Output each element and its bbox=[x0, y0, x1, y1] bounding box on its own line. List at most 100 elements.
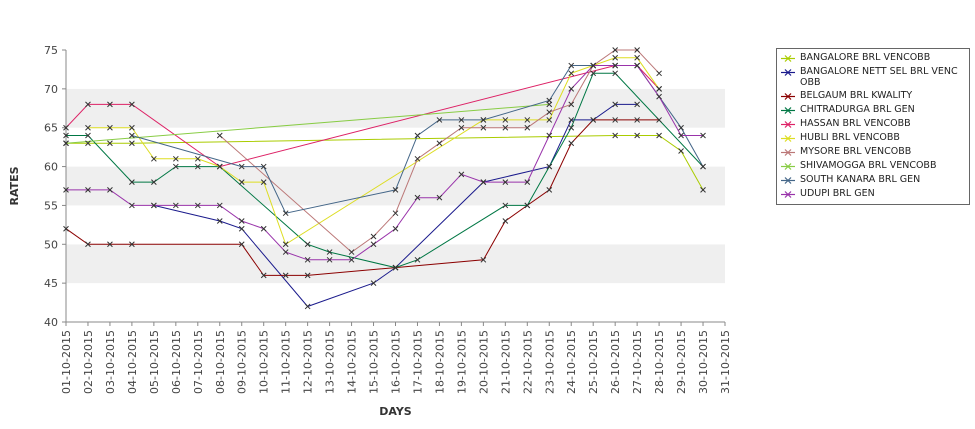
data-point bbox=[304, 256, 311, 263]
data-point bbox=[85, 124, 91, 131]
data-point bbox=[568, 70, 575, 77]
plot-background-bands bbox=[66, 50, 725, 322]
data-point bbox=[568, 62, 575, 69]
legend-item: BANGALORE BRL VENCOBB bbox=[777, 51, 969, 65]
x-tick-label: 27-10-2015 bbox=[631, 330, 644, 394]
data-point bbox=[590, 62, 597, 69]
data-point bbox=[524, 124, 531, 131]
data-point bbox=[172, 155, 179, 162]
data-point bbox=[107, 101, 113, 108]
series-line-7 bbox=[65, 103, 550, 144]
data-point bbox=[414, 132, 421, 139]
data-point bbox=[414, 155, 421, 162]
legend-item: MYSORE BRL VENCOBB bbox=[777, 145, 969, 159]
x-tick-label: 24-10-2015 bbox=[565, 330, 578, 394]
x-tick-label: 31-10-2015 bbox=[719, 330, 732, 394]
data-point bbox=[392, 264, 399, 271]
legend-item: BELGAUM BRL KWALITY bbox=[777, 89, 969, 103]
data-point bbox=[502, 117, 509, 123]
data-point bbox=[370, 241, 377, 248]
grid-band bbox=[66, 127, 725, 167]
data-point bbox=[304, 303, 311, 310]
data-point bbox=[63, 132, 69, 139]
legend-marker-icon bbox=[781, 163, 795, 170]
data-point bbox=[524, 117, 531, 123]
data-point bbox=[612, 70, 619, 77]
data-point bbox=[129, 202, 135, 209]
data-point bbox=[458, 117, 465, 123]
x-tick-label: 08-10-2015 bbox=[214, 330, 227, 394]
data-point bbox=[348, 256, 355, 263]
data-point bbox=[392, 187, 399, 193]
data-point bbox=[304, 272, 311, 279]
data-point bbox=[634, 101, 640, 108]
x-tick-label: 09-10-2015 bbox=[236, 330, 249, 394]
x-tick-label: 07-10-2015 bbox=[192, 330, 205, 394]
data-point bbox=[129, 124, 135, 131]
legend-item: UDUPI BRL GEN bbox=[777, 187, 969, 201]
grid-band bbox=[66, 283, 725, 322]
data-point bbox=[568, 117, 575, 123]
data-point bbox=[216, 202, 223, 209]
data-point bbox=[678, 132, 684, 139]
data-point bbox=[63, 225, 69, 232]
data-point bbox=[85, 101, 91, 108]
legend-marker-icon bbox=[781, 191, 795, 198]
y-tick-label: 70 bbox=[44, 83, 58, 96]
data-point bbox=[612, 54, 619, 61]
data-point bbox=[568, 101, 575, 108]
legend-item: BANGALORE NETT SEL BRL VENCOBB bbox=[777, 65, 969, 89]
data-point bbox=[546, 109, 553, 116]
legend-item: SHIVAMOGGA BRL VENCOBB bbox=[777, 159, 969, 173]
data-point bbox=[700, 187, 706, 193]
data-point bbox=[436, 140, 443, 147]
legend-marker-icon bbox=[781, 93, 795, 100]
y-axis-title: RATES bbox=[8, 166, 21, 205]
series-line-2 bbox=[65, 119, 660, 276]
series-line-1 bbox=[153, 103, 638, 308]
data-point bbox=[678, 148, 684, 154]
data-point bbox=[612, 101, 619, 108]
data-point bbox=[480, 179, 487, 185]
grid-band bbox=[66, 205, 725, 245]
data-point bbox=[546, 132, 553, 139]
legend-item: HASSAN BRL VENCOBB bbox=[777, 117, 969, 131]
data-point bbox=[612, 117, 619, 123]
x-tick-label: 16-10-2015 bbox=[390, 330, 403, 394]
data-point bbox=[216, 163, 223, 170]
data-point bbox=[502, 218, 509, 224]
x-tick-label: 14-10-2015 bbox=[346, 330, 359, 394]
data-point bbox=[502, 202, 509, 209]
y-tick-label: 40 bbox=[44, 316, 58, 329]
data-point bbox=[480, 117, 487, 123]
x-tick-label: 13-10-2015 bbox=[324, 330, 337, 394]
y-axis-ticks: 40 45 50 55 60 65 70 75 bbox=[44, 44, 66, 329]
data-point bbox=[700, 132, 706, 139]
data-point bbox=[634, 62, 640, 69]
x-tick-label: 03-10-2015 bbox=[104, 330, 117, 394]
data-point bbox=[85, 187, 91, 193]
data-point bbox=[392, 225, 399, 232]
data-point bbox=[612, 47, 619, 53]
data-point bbox=[63, 140, 69, 147]
data-point bbox=[436, 194, 443, 201]
data-point bbox=[524, 202, 531, 209]
x-tick-label: 29-10-2015 bbox=[675, 330, 688, 394]
series-line-3 bbox=[66, 72, 704, 269]
x-tick-label: 06-10-2015 bbox=[170, 330, 183, 394]
data-point bbox=[524, 179, 531, 185]
legend-label: HASSAN BRL VENCOBB bbox=[800, 118, 911, 129]
data-point bbox=[129, 179, 135, 185]
x-tick-label: 20-10-2015 bbox=[477, 330, 490, 394]
legend-marker-icon bbox=[781, 135, 795, 142]
x-tick-label: 30-10-2015 bbox=[697, 330, 710, 394]
data-point bbox=[612, 62, 619, 69]
series-line-9 bbox=[66, 65, 703, 261]
legend-label: UDUPI BRL GEN bbox=[800, 188, 875, 199]
data-point bbox=[194, 202, 201, 209]
data-point bbox=[151, 155, 157, 162]
x-axis-title: DAYS bbox=[379, 405, 412, 418]
data-point bbox=[634, 117, 640, 123]
y-tick-label: 65 bbox=[44, 122, 58, 135]
